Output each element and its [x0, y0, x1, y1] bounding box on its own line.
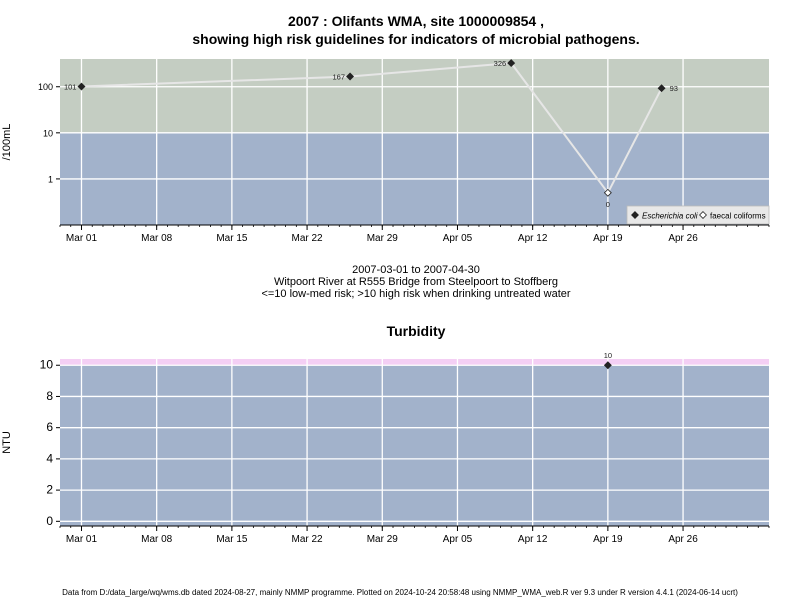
ecoli-point [77, 82, 86, 91]
y-tick-label: 10 [43, 128, 53, 138]
x-tick-label: Apr 26 [668, 534, 698, 545]
x-tick-label: Mar 15 [216, 534, 248, 545]
y-axis-title: /100mL [1, 124, 13, 161]
faecal-coliform-point [603, 188, 612, 197]
x-tick-label: Mar 22 [292, 534, 324, 545]
chart-title: 2007 : Olifants WMA, site 1000009854 , [287, 13, 544, 29]
x-tick-label: Mar 01 [66, 233, 98, 244]
site-description-label: Witpoort River at R555 Bridge from Steel… [273, 276, 559, 288]
ecoli-point [657, 84, 666, 93]
x-tick-label: Mar 22 [292, 233, 324, 244]
x-tick-label: Apr 26 [668, 233, 698, 244]
y-tick-label: 10 [40, 358, 54, 372]
risk-band-1 [60, 359, 769, 366]
data-label: 0 [606, 200, 610, 209]
y-tick-label: 2 [46, 483, 53, 497]
turbidity-title: Turbidity [386, 323, 446, 339]
y-tick-label: 4 [46, 451, 53, 465]
x-tick-label: Mar 08 [141, 534, 173, 545]
date-range-label: 2007-03-01 to 2007-04-30 [352, 264, 480, 276]
data-label: 167 [333, 72, 346, 81]
y-axis-title: NTU [1, 431, 13, 454]
x-tick-label: Apr 05 [443, 534, 473, 545]
legend-ecoli-label: Escherichia coli [642, 212, 698, 221]
turbidity-point [603, 361, 612, 370]
y-tick-label: 100 [38, 82, 53, 92]
data-label: 93 [670, 84, 678, 93]
risk-band-1 [60, 59, 769, 133]
data-label: 10 [604, 351, 612, 360]
x-tick-label: Apr 19 [593, 233, 623, 244]
ecoli-point [507, 59, 516, 68]
legend-box [626, 205, 770, 225]
y-tick-label: 6 [46, 420, 53, 434]
x-tick-label: Mar 08 [141, 233, 173, 244]
ecoli-point [346, 72, 355, 81]
x-tick-label: Mar 29 [367, 534, 399, 545]
legend-faecal-marker [699, 211, 707, 219]
legend: Escherichia coli faecal coliforms [626, 205, 770, 225]
x-tick-label: Mar 15 [216, 233, 248, 244]
y-tick-label: 1 [48, 174, 53, 184]
chart-subtitle: showing high risk guidelines for indicat… [192, 31, 640, 47]
risk-guideline-label: <=10 low-med risk; >10 high risk when dr… [261, 288, 571, 300]
x-tick-label: Apr 19 [593, 534, 623, 545]
x-tick-label: Apr 05 [443, 233, 473, 244]
data-label: 101 [64, 83, 77, 92]
footer-note: Data from D:/data_large/wq/wms.db dated … [62, 588, 738, 597]
y-tick-label: 0 [46, 514, 53, 528]
x-tick-label: Apr 12 [518, 534, 548, 545]
microbial-chart: Mar 01 Mar 08 Mar 15 Mar 22 Mar 29 Apr 05 Apr … [1, 59, 770, 244]
legend-ecoli-marker [631, 211, 639, 219]
turbidity-chart: Mar 01 Mar 08 Mar 15 Mar 22 Mar 29 Apr 05 Apr … [1, 351, 770, 545]
x-tick-label: Apr 12 [518, 233, 548, 244]
x-tick-label: Mar 29 [367, 233, 399, 244]
data-label: 326 [494, 59, 507, 68]
legend-faecal-label: faecal coliforms [710, 212, 766, 221]
y-tick-label: 8 [46, 389, 53, 403]
x-tick-label: Mar 01 [66, 534, 98, 545]
risk-band-0 [60, 365, 769, 526]
